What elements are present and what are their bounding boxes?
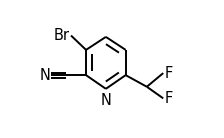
Text: N: N bbox=[100, 93, 111, 108]
Text: N: N bbox=[40, 68, 51, 83]
Text: Br: Br bbox=[54, 28, 70, 43]
Text: F: F bbox=[165, 66, 173, 81]
Text: F: F bbox=[165, 91, 173, 106]
